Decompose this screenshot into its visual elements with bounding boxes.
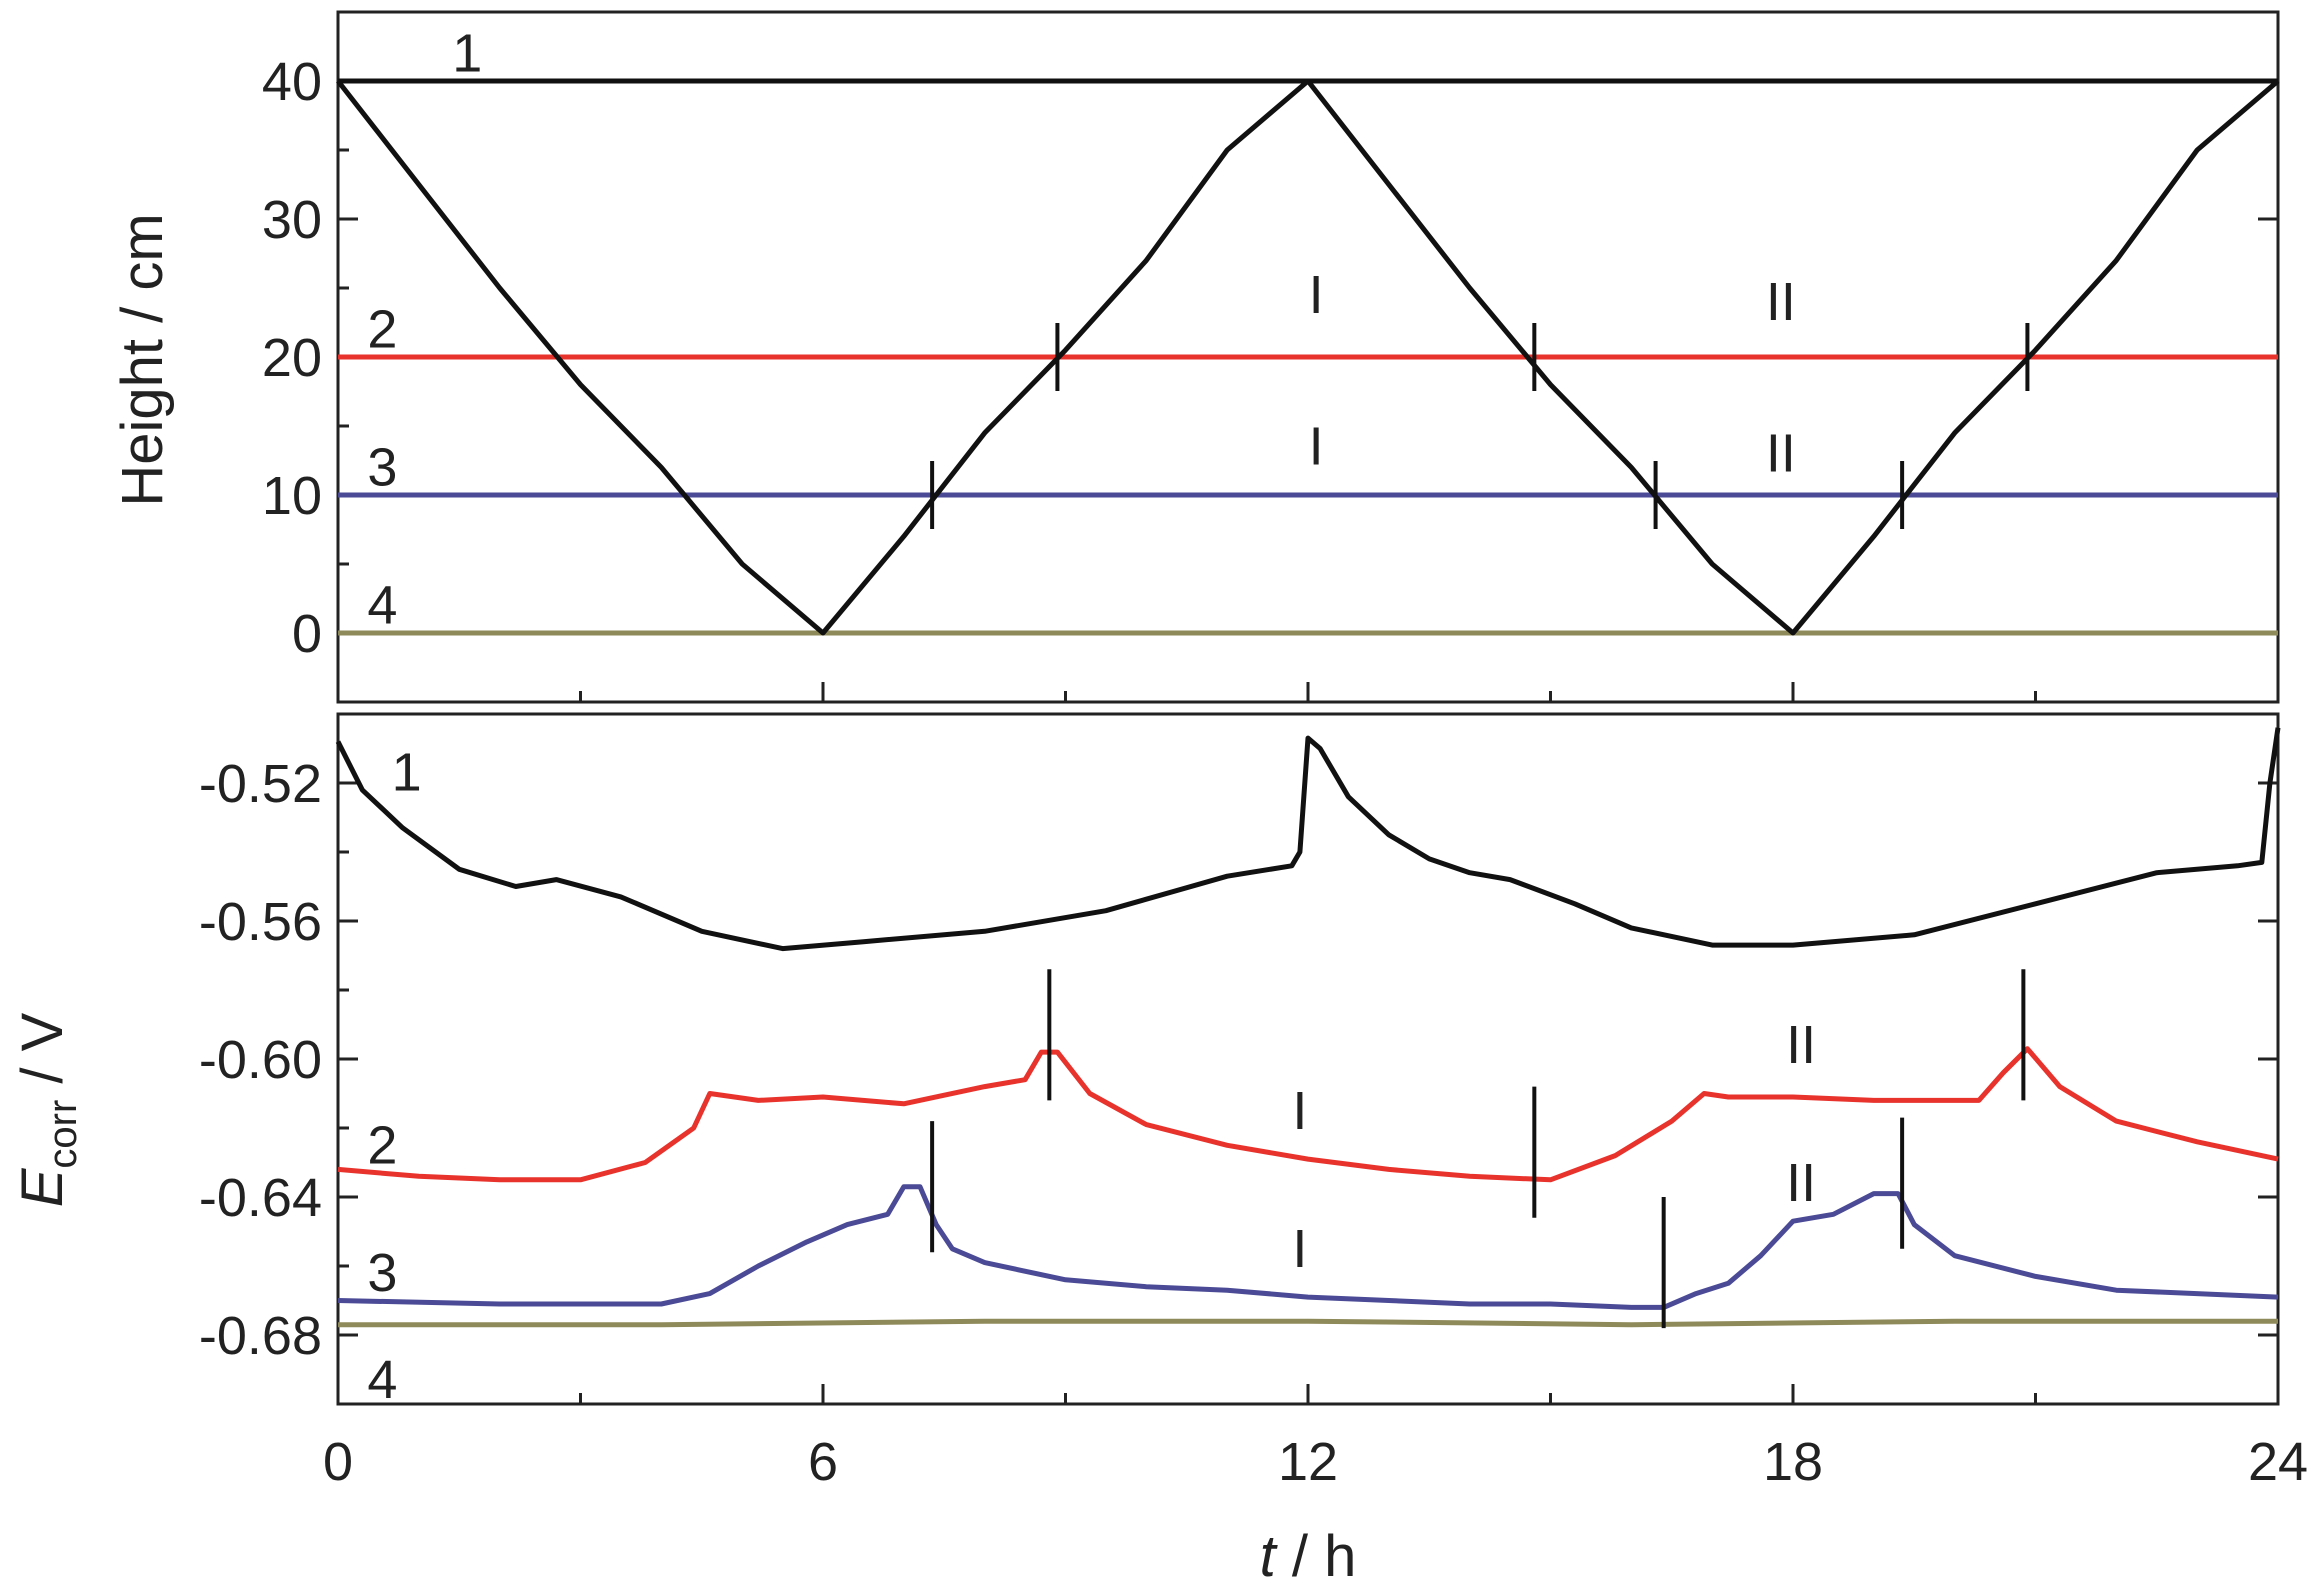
top-y-tick-labels: 0 10 20 30 40 xyxy=(262,52,322,664)
top-region-label: II xyxy=(1766,272,1796,332)
bot-curve-label: 1 xyxy=(392,743,422,803)
top-series-tide-line xyxy=(336,78,2280,636)
x-tick-label: 6 xyxy=(808,1432,838,1492)
top-region-label: II xyxy=(1766,424,1796,484)
top-y-tick-label: 30 xyxy=(262,190,322,250)
bot-y-tick-label: -0.68 xyxy=(199,1306,322,1366)
bot-series-2-line xyxy=(337,1046,2279,1183)
bot-region-label: I xyxy=(1292,1219,1307,1279)
bot-curve-label: 4 xyxy=(367,1350,397,1410)
bot-y-tick-label: -0.52 xyxy=(199,754,322,814)
x-axis-symbol: t xyxy=(1260,1524,1279,1584)
y-axis-unit: / V xyxy=(10,1012,75,1099)
bot-series-4-line xyxy=(338,1318,2278,1328)
bot-region-label: II xyxy=(1786,1153,1816,1213)
x-tick-label: 0 xyxy=(323,1432,353,1492)
x-tick-label: 12 xyxy=(1278,1432,1338,1492)
top-curve-label: 4 xyxy=(367,575,397,635)
top-region-label: I xyxy=(1309,265,1324,325)
bottom-markers xyxy=(930,969,2026,1329)
bot-region-label: II xyxy=(1786,1015,1816,1075)
bottom-panel: -0.52-0.56-0.60-0.64-0.68 0 6 12 18 24 IIIII… xyxy=(10,712,2308,1584)
bottom-y-axis-title: Ecorr / V xyxy=(10,1012,85,1207)
bot-region-label: I xyxy=(1292,1081,1307,1141)
bot-curve-label: 3 xyxy=(367,1243,397,1303)
x-tick-label: 24 xyxy=(2248,1432,2308,1492)
bottom-x-tick-labels: 0 6 12 18 24 xyxy=(323,1432,2308,1492)
bottom-plot-frame xyxy=(336,712,2280,1406)
top-curve-label: 2 xyxy=(367,299,397,359)
x-tick-label: 18 xyxy=(1763,1432,1823,1492)
bottom-series xyxy=(335,727,2281,1328)
bot-y-tick-label: -0.64 xyxy=(199,1168,322,1228)
top-y-tick-label: 0 xyxy=(292,604,322,664)
top-y-tick-label: 40 xyxy=(262,52,322,112)
top-markers xyxy=(930,323,2030,529)
top-region-label: I xyxy=(1309,417,1324,477)
bot-y-tick-label: -0.60 xyxy=(199,1030,322,1090)
top-y-axis-title: Height / cm xyxy=(110,213,175,506)
bot-y-tick-label: -0.56 xyxy=(199,892,322,952)
y-axis-symbol: E xyxy=(10,1167,75,1207)
bot-series-3-line xyxy=(337,1184,2279,1310)
bot-curve-label: 2 xyxy=(367,1115,397,1175)
top-curve-label: 3 xyxy=(367,437,397,497)
bot-series-1-line xyxy=(335,727,2281,952)
top-series xyxy=(336,78,2280,636)
bottom-y-tick-labels: -0.52 -0.56 -0.60 -0.64 -0.68 xyxy=(199,754,322,1366)
top-y-tick-label: 10 xyxy=(262,466,322,526)
top-curve-label: 1 xyxy=(452,23,482,83)
top-y-tick-label: 20 xyxy=(262,328,322,388)
x-axis-unit: / h xyxy=(1276,1524,1357,1584)
bottom-x-axis-title: t / h xyxy=(1260,1524,1357,1584)
y-axis-subscript: corr xyxy=(41,1100,85,1169)
